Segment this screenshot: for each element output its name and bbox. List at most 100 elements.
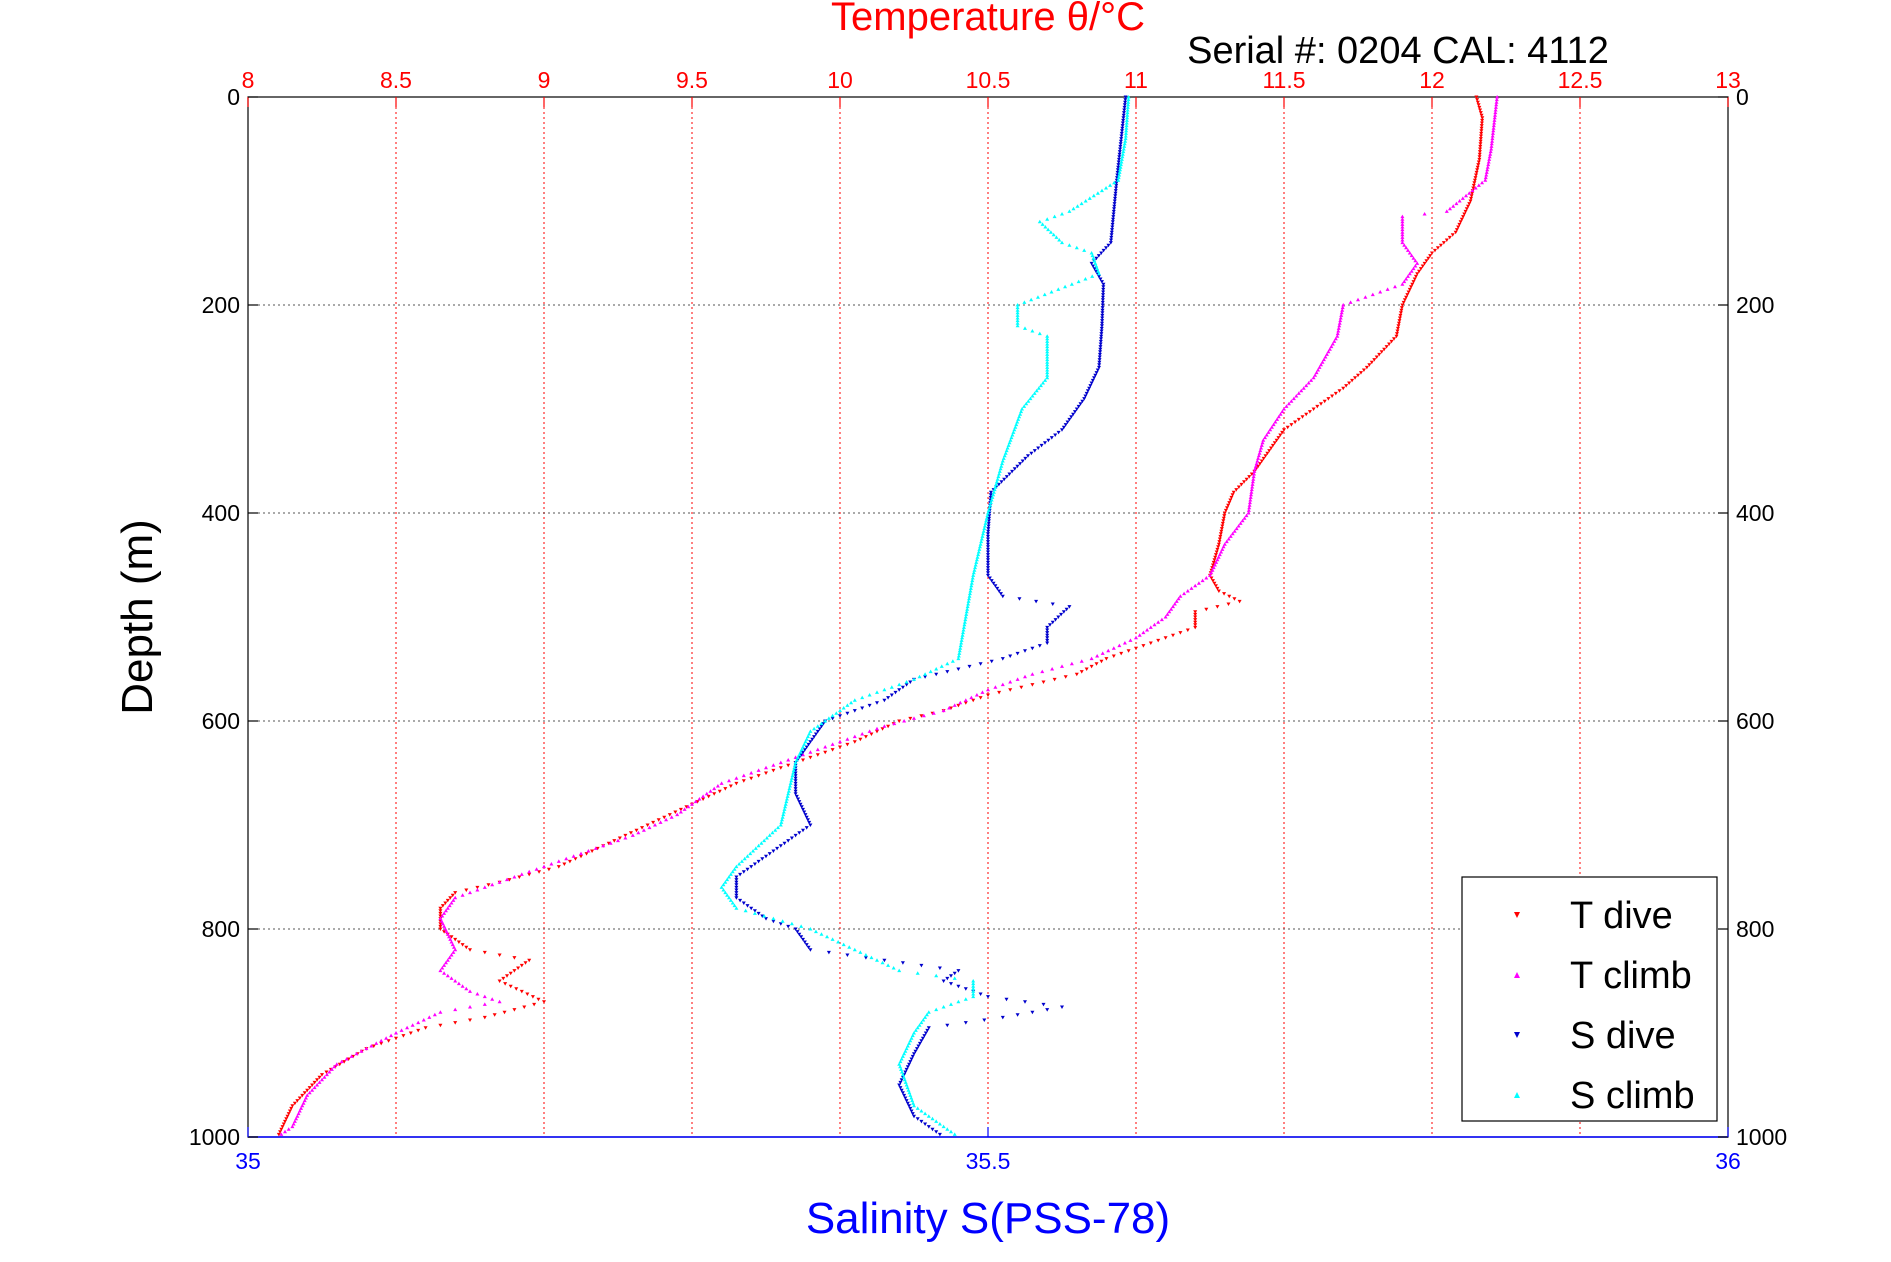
data-point [971,994,976,999]
data-point [1307,410,1312,414]
data-point [1213,584,1218,588]
data-point [903,1096,908,1100]
data-point [1483,178,1488,182]
data-point [1213,555,1218,560]
data-point [799,747,804,752]
data-point [956,969,961,973]
data-point [444,929,449,934]
data-point [1141,644,1146,648]
data-point [1229,495,1234,500]
data-point [1487,154,1492,159]
data-point [1478,142,1483,146]
data-point [1250,482,1255,486]
data-point [1117,643,1122,648]
data-point [1007,472,1012,476]
data-point [899,1067,904,1071]
data-point [838,739,842,744]
data-point [695,800,700,804]
data-point [1043,225,1048,229]
data-point [882,687,887,692]
data-point [1015,323,1020,328]
data-point [1110,225,1115,229]
data-point [379,1038,384,1043]
data-point [830,713,835,718]
data-point [1472,178,1477,183]
data-point [963,997,968,1001]
data-point [1100,303,1105,307]
data-point [1085,389,1090,393]
data-point [445,906,450,910]
data-point [1120,152,1125,156]
data-point [443,908,448,913]
data-point [1095,191,1100,195]
data-point [981,531,986,536]
data-point [1254,461,1259,466]
data-point [1078,402,1083,406]
data-point [791,768,796,772]
data-point [1030,1010,1035,1015]
data-point [863,735,868,739]
data-point [1060,664,1064,668]
data-point [1394,334,1399,339]
data-point [923,1122,928,1126]
data-point [1178,631,1183,635]
data-point [1035,295,1040,299]
data-point [830,742,835,746]
data-point [1110,222,1115,227]
data-point [782,807,787,811]
salinity-tick-label: 36 [1715,1148,1741,1174]
data-point [1400,235,1405,239]
data-point [1252,472,1257,476]
data-point [949,1129,953,1134]
data-point [1472,181,1477,185]
data-point [1118,165,1123,169]
data-point [1057,238,1062,242]
data-point [1213,553,1218,557]
data-point [982,526,987,531]
data-point [909,1057,914,1061]
data-point [889,685,894,689]
data-point [899,1078,904,1082]
data-point [912,1103,916,1108]
data-point [799,935,804,939]
data-point [1193,615,1198,619]
data-point [749,865,754,869]
data-point [793,784,798,788]
data-point [1115,170,1120,175]
data-point [1470,188,1475,193]
data-point [1395,329,1400,333]
data-point [1008,654,1013,658]
data-point [287,1109,292,1113]
data-point [1043,378,1048,382]
data-point [725,877,730,882]
data-point [1370,292,1375,297]
data-point [1117,155,1122,159]
data-point [1301,386,1306,390]
data-point [527,872,532,877]
data-point [1458,220,1463,224]
data-point [978,696,983,700]
data-point [1369,360,1374,365]
data-point [1117,170,1122,174]
data-point [1023,1000,1027,1004]
data-point [1236,485,1241,489]
data-point [968,586,973,590]
data-point [813,732,818,736]
data-point [1480,180,1485,185]
data-point [821,722,826,726]
data-point [1040,669,1045,674]
data-point [719,885,724,889]
data-point [1123,100,1128,105]
data-point [974,560,979,564]
data-point [791,771,796,775]
data-point [734,885,739,890]
data-point [617,836,622,840]
data-point [1407,251,1412,255]
data-point [984,518,989,523]
data-point [658,820,663,824]
data-point [886,963,891,967]
data-point [963,701,968,705]
data-point [651,820,656,825]
data-point [1410,282,1415,287]
data-point [1112,202,1117,206]
